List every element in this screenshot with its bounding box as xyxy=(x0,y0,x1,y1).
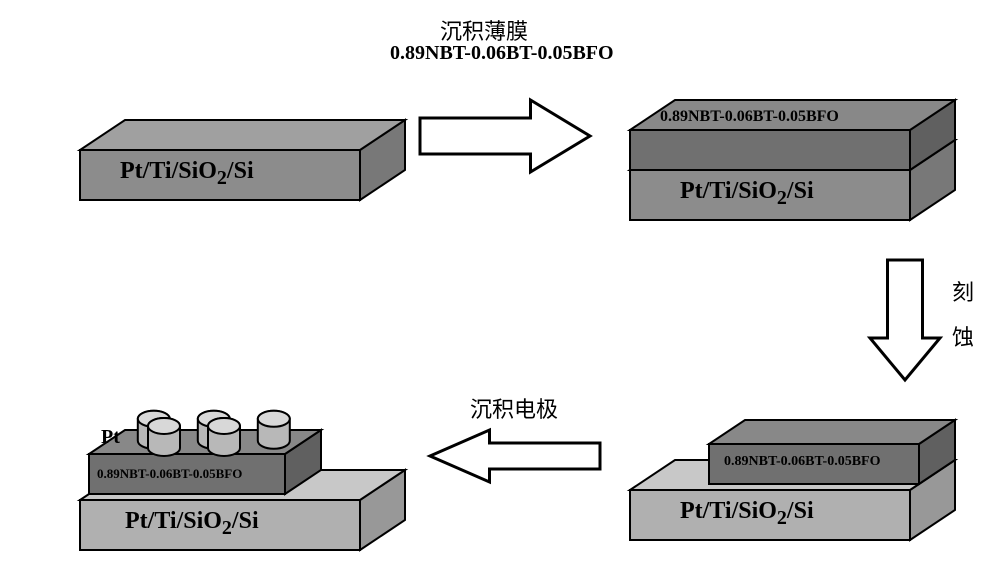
film-label: 0.89NBT-0.06BT-0.05BFO xyxy=(97,466,242,482)
substrate-label: Pt/Ti/SiO2/Si xyxy=(120,158,254,190)
substrate-label: Pt/Ti/SiO2/Si xyxy=(680,498,814,530)
panel-film-deposited xyxy=(620,60,980,250)
step1-label-bottom: 0.89NBT-0.06BT-0.05BFO xyxy=(390,42,614,65)
step2-label-2: 蚀 xyxy=(952,320,974,352)
substrate-label: Pt/Ti/SiO2/Si xyxy=(125,508,259,540)
arrow-deposit-electrode xyxy=(430,430,600,482)
panel-substrate-only xyxy=(70,60,430,230)
film-label: 0.89NBT-0.06BT-0.05BFO xyxy=(660,108,839,126)
step2-label-1: 刻 xyxy=(952,275,974,307)
substrate-label: Pt/Ti/SiO2/Si xyxy=(680,178,814,210)
electrode-label: Pt xyxy=(101,426,120,449)
step3-label: 沉积电极 xyxy=(470,392,558,424)
arrow-etch xyxy=(870,260,940,380)
film-label: 0.89NBT-0.06BT-0.05BFO xyxy=(724,454,881,470)
arrow-deposit-film xyxy=(420,100,590,172)
